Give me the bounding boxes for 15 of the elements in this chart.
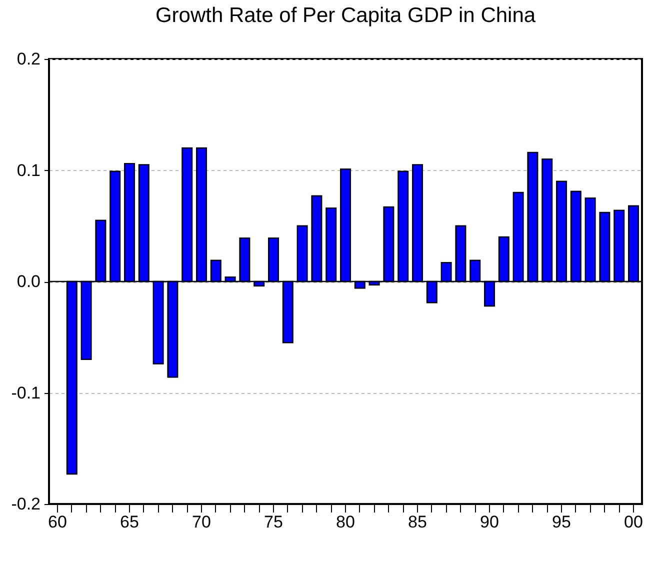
y-tick-label: 0.0	[16, 272, 40, 291]
x-tick-label: 95	[552, 512, 571, 532]
x-tick-label: 00	[624, 512, 643, 532]
y-tick-label: -0.2	[11, 494, 40, 514]
y-tick-label: 0.2	[16, 50, 40, 68]
x-tick-label: 75	[264, 512, 283, 532]
x-tick-label: 80	[336, 512, 355, 532]
chart-title: Growth Rate of Per Capita GDP in China	[155, 4, 536, 27]
x-tick-label: 60	[48, 512, 67, 532]
x-tick-label: 85	[408, 512, 427, 532]
x-tick-label: 90	[480, 512, 499, 532]
x-tick-label: 70	[192, 512, 211, 532]
y-tick-label: -0.1	[11, 383, 40, 402]
y-tick-label: 0.1	[16, 160, 40, 180]
x-tick-label: 65	[120, 512, 139, 532]
